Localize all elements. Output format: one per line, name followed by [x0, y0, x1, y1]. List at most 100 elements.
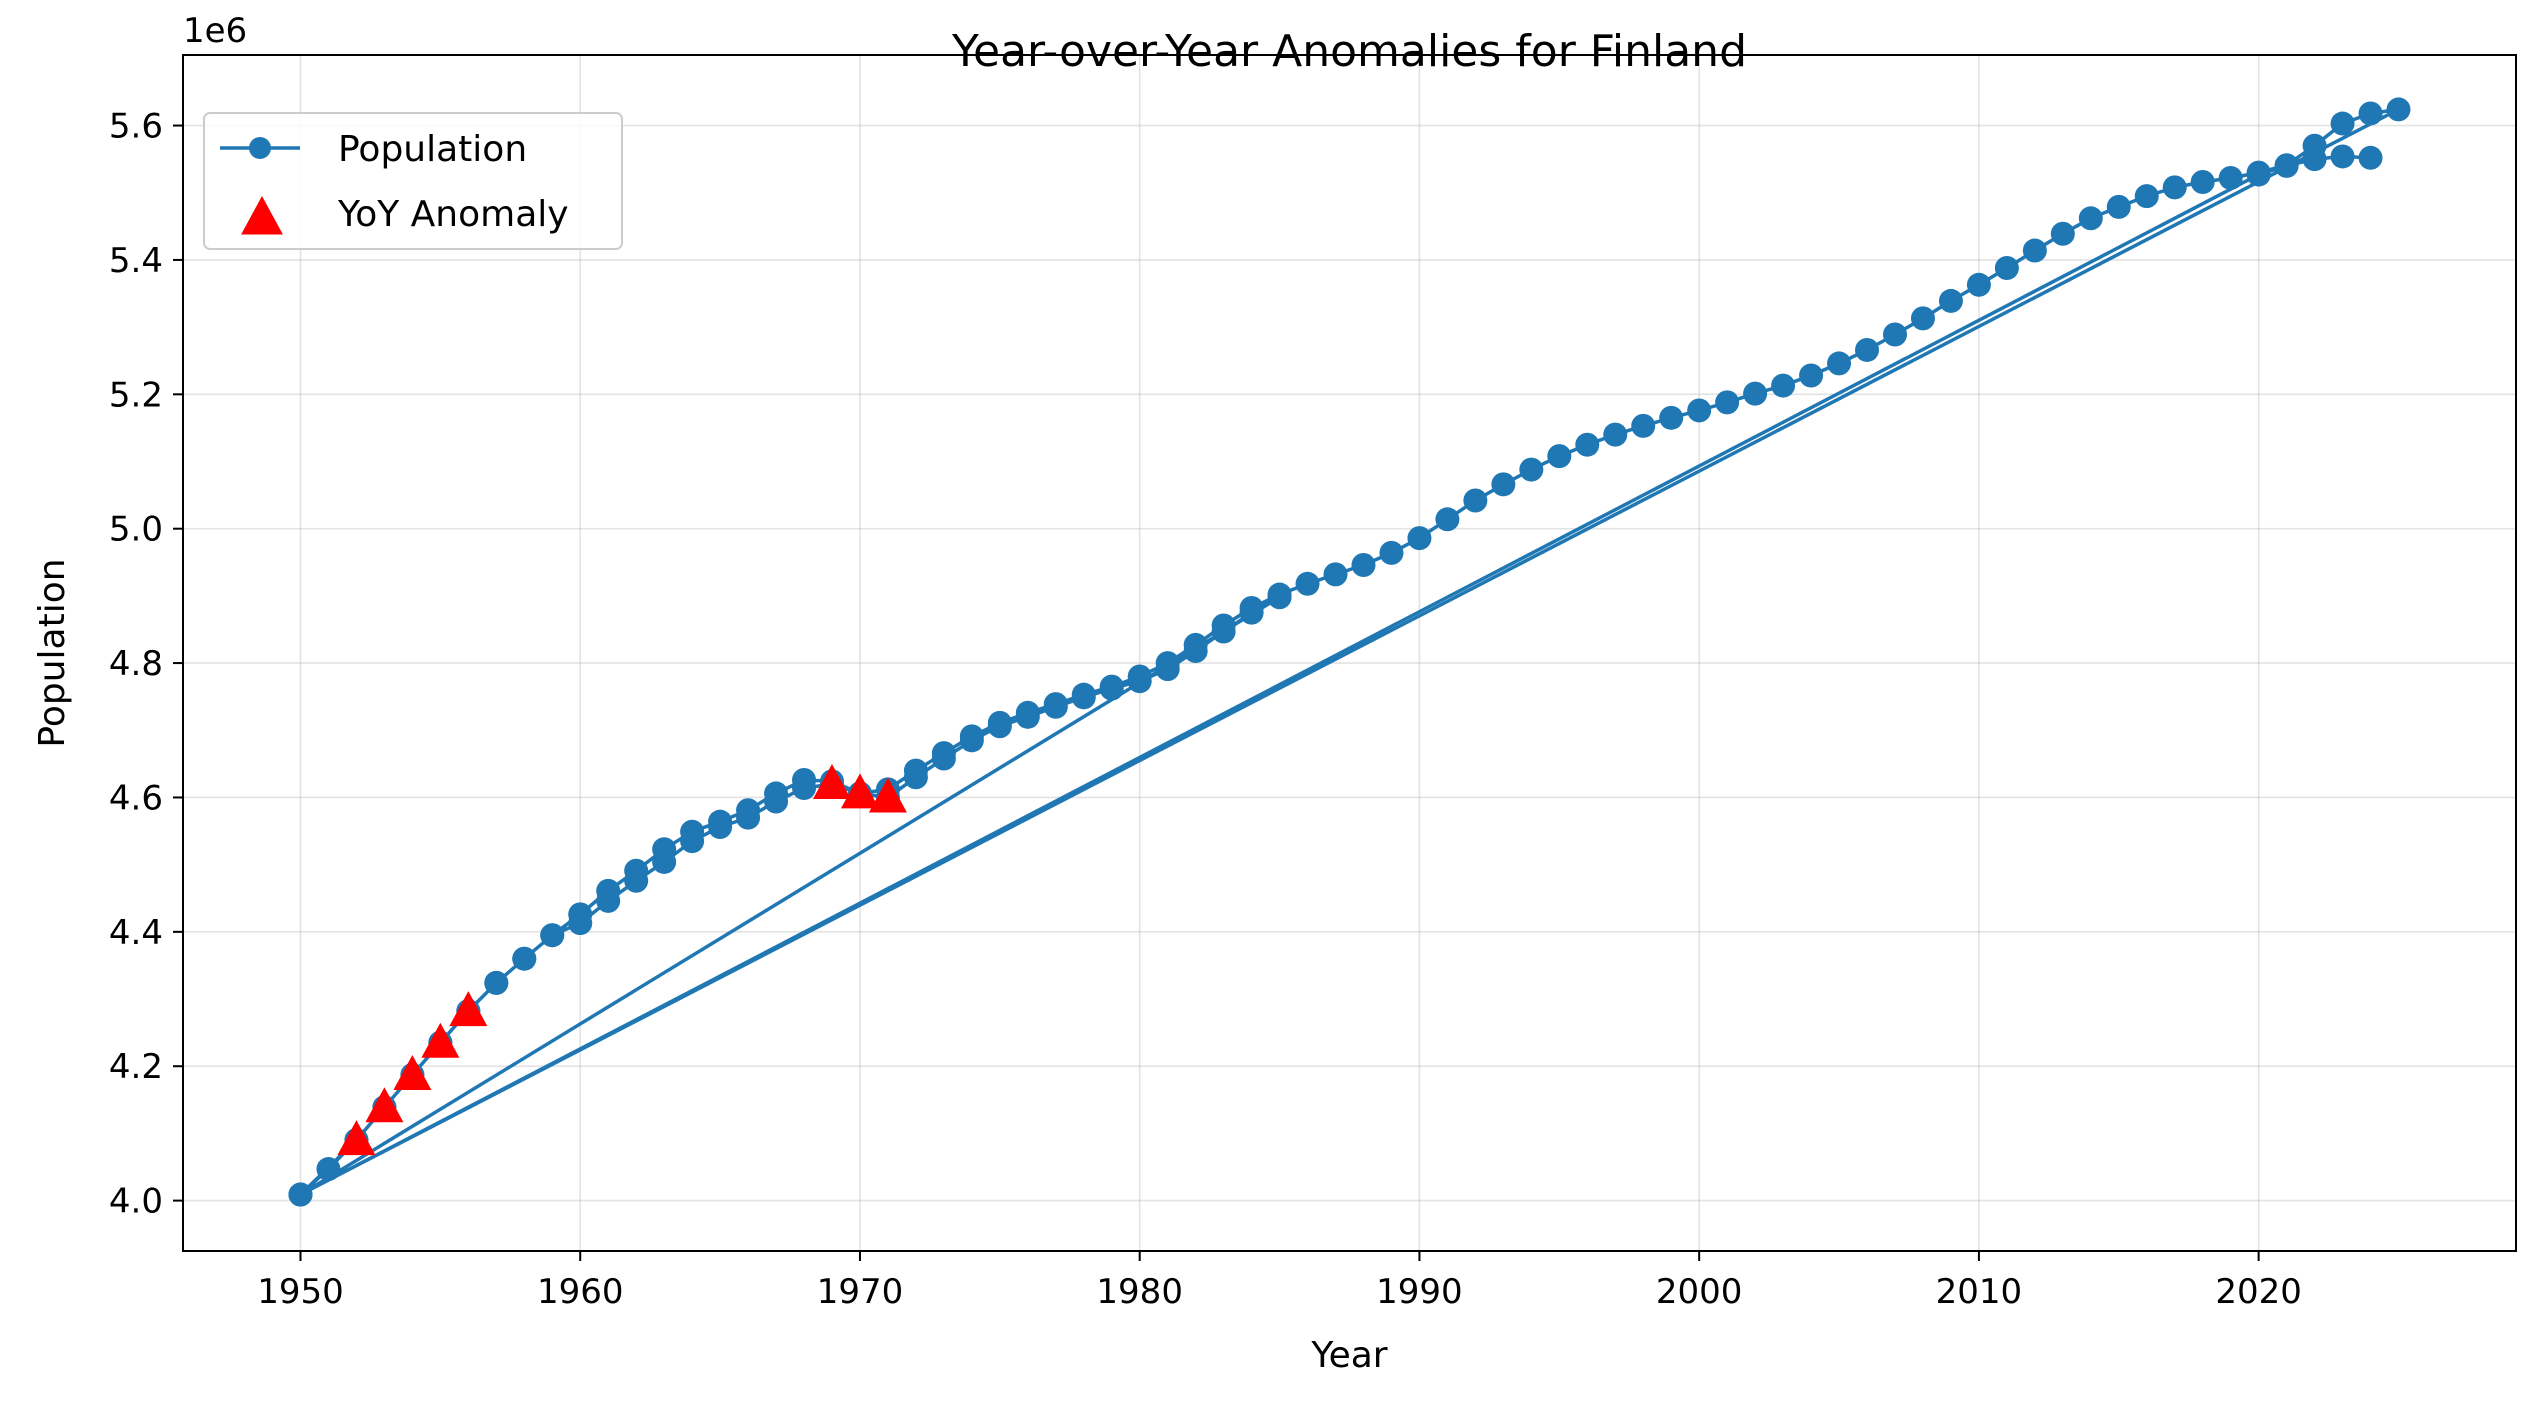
x-axis-title: Year	[1310, 1335, 1387, 1376]
y-tick-label: 5.2	[109, 375, 163, 415]
population-point	[1071, 682, 1096, 707]
population-point	[1323, 562, 1348, 587]
population-point	[1183, 632, 1208, 657]
population-point	[2050, 221, 2075, 246]
population-point	[2218, 165, 2243, 190]
population-point	[987, 710, 1012, 735]
population-point	[568, 902, 593, 927]
population-point	[316, 1157, 341, 1182]
population-point	[1771, 373, 1796, 398]
population-point	[792, 767, 817, 792]
population-point	[1155, 651, 1180, 676]
population-point	[2246, 162, 2271, 187]
population-point	[1491, 472, 1516, 497]
population-point	[2190, 169, 2215, 194]
legend-anomaly-marker	[241, 196, 283, 235]
population-point	[931, 741, 956, 766]
y-tick-label: 4.4	[109, 913, 163, 953]
grid-lines	[183, 55, 2516, 1251]
anomaly-point	[840, 773, 879, 809]
population-point	[1938, 288, 1963, 313]
y-axis-offset-label: 1e6	[183, 11, 247, 51]
legend-population-label: Population	[338, 129, 527, 170]
population-point	[1379, 540, 1404, 565]
anomaly-point	[365, 1087, 404, 1123]
population-point	[2330, 144, 2355, 169]
population-point	[2106, 194, 2131, 219]
population-point	[1575, 432, 1600, 457]
population-point	[959, 724, 984, 749]
population-point	[2078, 206, 2103, 231]
population-point	[1855, 337, 1880, 362]
population-point	[1910, 306, 1935, 331]
population-point	[1966, 272, 1991, 297]
population-point	[1295, 571, 1320, 596]
x-tick-label: 2010	[1936, 1272, 2023, 1312]
anomaly-point	[337, 1120, 376, 1156]
anomaly-point	[393, 1054, 432, 1090]
population-point	[1799, 363, 1824, 388]
population-point	[1603, 422, 1628, 447]
population-point	[1211, 613, 1236, 638]
anomaly-point	[868, 777, 907, 813]
x-tick-label: 1950	[257, 1272, 344, 1312]
x-tick-label: 2020	[2215, 1272, 2302, 1312]
population-point	[1407, 526, 1432, 551]
population-point	[2330, 111, 2355, 136]
population-point	[2302, 147, 2327, 172]
x-tick-label: 1980	[1096, 1272, 1183, 1312]
population-point	[1267, 582, 1292, 607]
y-tick-label: 4.8	[109, 644, 163, 684]
legend-box	[203, 112, 623, 250]
plot-data	[288, 97, 2411, 1207]
population-point	[1351, 552, 1376, 577]
population-point	[652, 837, 677, 862]
population-point	[288, 1182, 313, 1207]
population-point	[708, 809, 733, 834]
population-point	[1715, 390, 1740, 415]
y-tick-label: 5.0	[109, 510, 163, 550]
y-tick-label: 4.0	[109, 1182, 163, 1222]
chart-title: Year-over-Year Anomalies for Finland	[951, 26, 1747, 77]
axis-ticks: 1950 1960 1970 1980 1990 2000 2010 2020 4.0 4.2 4.…	[109, 107, 2302, 1312]
population-point	[1882, 322, 1907, 347]
population-point	[1659, 405, 1684, 430]
legend: Population YoY Anomaly	[203, 112, 623, 250]
y-tick-label: 4.6	[109, 778, 163, 818]
population-point	[2022, 238, 2047, 263]
plot-frame	[182, 54, 2517, 1252]
legend-anomaly-label: YoY Anomaly	[337, 194, 569, 235]
population-point	[2162, 175, 2187, 200]
population-point	[1463, 488, 1488, 513]
population-point	[2134, 184, 2159, 209]
population-point	[1827, 351, 1852, 376]
population-point	[1519, 457, 1544, 482]
population-point	[1015, 700, 1040, 725]
population-point	[1631, 413, 1656, 438]
population-point	[1127, 664, 1152, 689]
anomaly-point	[449, 991, 488, 1027]
population-point	[1099, 674, 1124, 699]
population-point	[2274, 153, 2299, 178]
population-point	[1687, 398, 1712, 423]
x-tick-label: 1960	[537, 1272, 624, 1312]
population-point	[1743, 381, 1768, 406]
population-point	[512, 946, 537, 971]
y-axis-title: Population	[32, 558, 73, 747]
population-point	[1994, 255, 2019, 280]
y-tick-label: 5.6	[109, 107, 163, 147]
population-point	[1435, 507, 1460, 532]
y-tick-label: 5.4	[109, 241, 163, 281]
population-point	[2358, 145, 2383, 170]
legend-population-marker	[249, 137, 271, 159]
population-point	[540, 923, 565, 948]
population-point	[903, 758, 928, 783]
population-point	[484, 970, 509, 995]
y-tick-label: 4.2	[109, 1047, 163, 1087]
anomaly-point	[812, 764, 851, 800]
x-tick-label: 1970	[817, 1272, 904, 1312]
population-point	[680, 819, 705, 844]
population-point	[764, 781, 789, 806]
